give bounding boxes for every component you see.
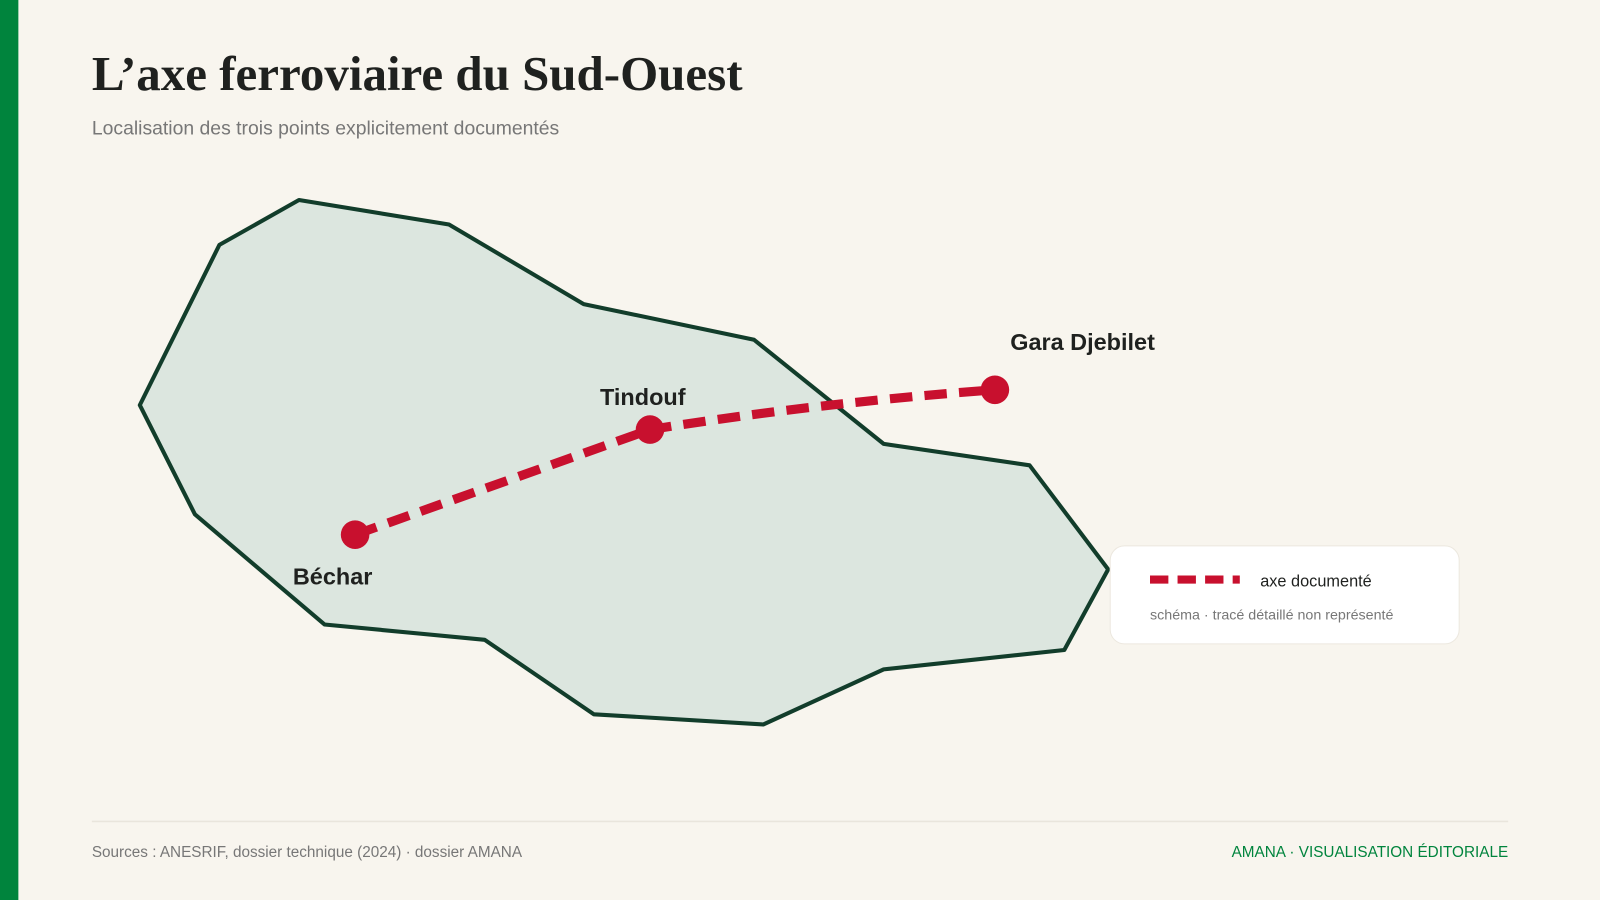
point-marker xyxy=(980,375,1010,405)
point-label: Gara Djebilet xyxy=(1010,329,1155,355)
legend-label: axe documenté xyxy=(1260,573,1372,591)
point-label: Béchar xyxy=(293,564,373,590)
footer-sources: Sources : ANESRIF, dossier technique (20… xyxy=(92,844,523,861)
point-label: Tindouf xyxy=(600,384,686,410)
subtitle: Localisation des trois points explicitem… xyxy=(92,118,559,140)
title: L’axe ferroviaire du Sud-Ouest xyxy=(92,46,743,101)
region-shape xyxy=(137,197,1111,727)
point-marker xyxy=(635,415,665,444)
accent-bar xyxy=(0,0,19,900)
legend-box xyxy=(1109,545,1460,645)
point-marker xyxy=(340,520,370,549)
legend-note: schéma · tracé détaillé non représenté xyxy=(1150,607,1394,623)
footer-brand: AMANA · VISUALISATION ÉDITORIALE xyxy=(1232,844,1509,861)
